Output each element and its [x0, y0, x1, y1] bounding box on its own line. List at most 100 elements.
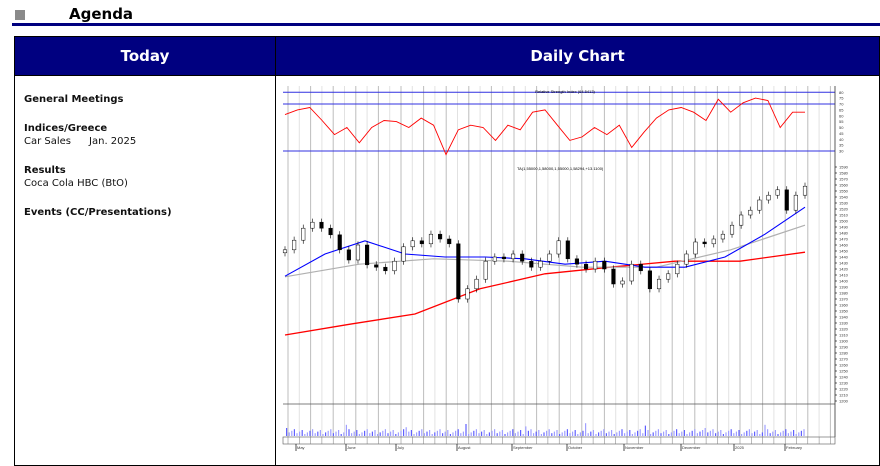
candle-body	[365, 244, 370, 266]
candle-body	[319, 221, 324, 229]
volume-bar	[449, 434, 451, 436]
volume-bar	[468, 434, 470, 436]
volume-bar	[395, 434, 397, 436]
volume-bar	[642, 433, 644, 436]
volume-bar	[486, 434, 488, 436]
candle-body	[410, 240, 415, 248]
volume-bar	[673, 430, 675, 436]
volume-bar	[764, 424, 766, 436]
price-tick-label: 1230	[839, 381, 849, 386]
volume-bar	[499, 431, 501, 436]
volume-bar	[657, 429, 659, 436]
volume-bar	[525, 426, 527, 436]
volume-bar	[478, 433, 480, 436]
volume-bar	[514, 433, 516, 436]
volume-bar	[694, 429, 696, 436]
price-tick-label: 1550	[839, 189, 849, 194]
volume-bar	[582, 430, 584, 436]
candle-body	[401, 246, 406, 262]
volume-bar	[681, 431, 683, 436]
candle-body	[483, 260, 488, 280]
volume-bar	[733, 433, 735, 436]
candle-body	[355, 244, 361, 261]
volume-bar	[452, 432, 454, 436]
volume-bar	[751, 433, 753, 436]
volume-bar	[725, 432, 727, 436]
volume-bar	[603, 429, 605, 436]
rsi-tick-label: 35	[839, 143, 844, 148]
volume-bar	[351, 433, 353, 436]
volume-bar	[416, 432, 418, 436]
volume-bar	[509, 430, 511, 436]
volume-bar	[592, 430, 594, 436]
candle-body	[547, 253, 552, 262]
candle-body	[447, 238, 452, 245]
volume-bar	[639, 429, 641, 436]
volume-bar	[483, 430, 485, 436]
volume-bar	[665, 430, 667, 436]
candle-body	[711, 238, 716, 245]
volume-bar	[540, 434, 542, 436]
volume-bar	[569, 433, 571, 436]
candle-body	[775, 189, 780, 196]
rsi-tick-label: 40	[839, 137, 844, 142]
volume-bar	[366, 429, 368, 436]
price-tick-label: 1370	[839, 297, 849, 302]
ma-short-line	[284, 206, 806, 277]
volume-bar	[504, 434, 506, 436]
volume-bar	[392, 430, 394, 436]
price-tick-label: 1580	[839, 171, 849, 176]
volume-bar	[379, 432, 381, 436]
volume-bar	[332, 433, 334, 436]
price-tick-label: 1340	[839, 315, 849, 320]
rsi-tick-label: 60	[839, 113, 844, 118]
candle-body	[656, 278, 662, 290]
volume-bar	[637, 430, 639, 436]
candle-body	[292, 239, 297, 251]
candle-body	[419, 240, 424, 245]
volume-bar	[374, 430, 376, 436]
volume-bar	[686, 434, 688, 436]
price-tick-label: 1290	[839, 345, 849, 350]
volume-bar	[400, 430, 402, 436]
price-tick-label: 1560	[839, 183, 849, 188]
volume-bar	[551, 433, 553, 436]
volume-bar	[561, 432, 563, 436]
volume-bar	[330, 429, 332, 436]
candle-body	[602, 260, 607, 270]
volume-bar	[800, 430, 802, 436]
volume-bar	[465, 424, 467, 436]
volume-bar	[611, 430, 613, 436]
candle-body	[328, 227, 333, 236]
volume-bar	[631, 434, 633, 436]
today-column: General Meetings Indices/Greece Car Sale…	[24, 93, 172, 219]
price-tick-label: 1450	[839, 249, 849, 254]
volume-bar	[312, 429, 314, 436]
volume-bar	[709, 430, 711, 436]
price-tick-label: 1200	[839, 399, 849, 404]
candle-body	[620, 280, 625, 285]
candle-body	[301, 227, 306, 241]
bullet-square-icon	[15, 10, 25, 20]
volume-bar	[650, 434, 652, 436]
price-tick-label: 1520	[839, 207, 849, 212]
volume-bar	[548, 429, 550, 436]
indices-item-date: Jan. 2025	[89, 136, 137, 147]
volume-bar	[787, 433, 789, 436]
price-tick-label: 1320	[839, 327, 849, 332]
volume-bar	[293, 429, 295, 436]
volume-bar	[696, 433, 698, 436]
results-heading: Results	[24, 165, 66, 176]
volume-bar	[413, 434, 415, 436]
general-meetings-heading: General Meetings	[24, 94, 124, 105]
candle-body	[392, 260, 397, 272]
indices-item-name: Car Sales	[24, 136, 72, 147]
month-label: February	[786, 445, 802, 450]
volume-bar	[595, 434, 597, 436]
volume-bar	[720, 430, 722, 436]
results-item: Coca Cola HBC (BtO)	[24, 178, 128, 189]
volume-bar	[296, 433, 298, 436]
candle-body	[766, 194, 771, 201]
price-tick-label: 1350	[839, 309, 849, 314]
volume-bar	[436, 430, 438, 436]
